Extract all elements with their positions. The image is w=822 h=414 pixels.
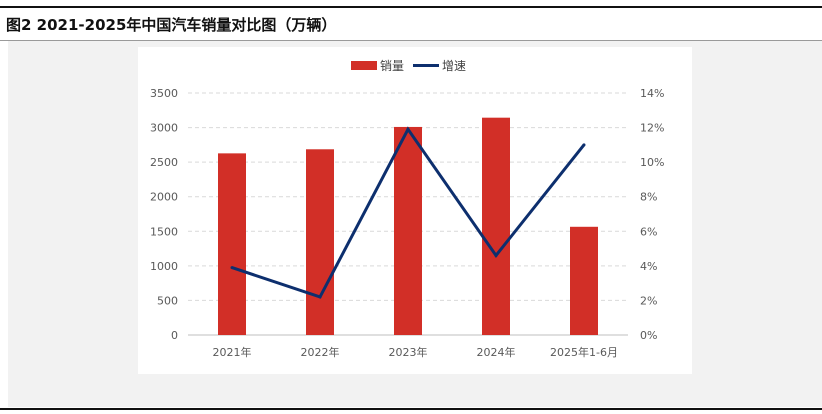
y-left-tick-label: 1000: [150, 260, 178, 273]
legend-swatch-sales: [351, 61, 377, 70]
sales-bar: [218, 153, 246, 335]
growth-point: [582, 143, 586, 147]
y-right-tick-label: 2%: [640, 294, 657, 307]
sales-bar: [482, 117, 510, 336]
y-left-tick-label: 500: [157, 294, 178, 307]
growth-point: [406, 127, 410, 131]
y-right-tick-label: 0%: [640, 329, 657, 342]
x-tick-label: 2025年1-6月: [550, 345, 618, 359]
y-left-tick-label: 2500: [150, 156, 178, 169]
x-tick-label: 2023年: [389, 345, 428, 359]
y-left-tick-label: 3000: [150, 122, 178, 135]
y-right-tick-label: 10%: [640, 156, 664, 169]
top-rule: [0, 6, 822, 8]
y-left-tick-label: 0: [171, 329, 178, 342]
x-tick-label: 2022年: [301, 345, 340, 359]
x-tick-label: 2021年: [213, 345, 252, 359]
bottom-rule: [0, 408, 822, 410]
y-left-tick-label: 2000: [150, 191, 178, 204]
sales-bar: [306, 149, 334, 335]
sales-bar: [570, 226, 598, 335]
sales-bar: [394, 126, 422, 335]
legend-label-sales: 销量: [380, 59, 404, 73]
growth-point: [318, 295, 322, 299]
x-tick-label: 2024年: [477, 345, 516, 359]
y-left-tick-label: 1500: [150, 225, 178, 238]
y-right-tick-label: 14%: [640, 87, 664, 100]
y-right-tick-label: 8%: [640, 191, 657, 204]
figure-title: 图2 2021-2025年中国汽车销量对比图（万辆）: [6, 16, 337, 34]
legend-label-growth: 增速: [442, 59, 466, 73]
y-left-tick-label: 3500: [150, 87, 178, 100]
y-right-tick-label: 12%: [640, 122, 664, 135]
y-right-tick-label: 4%: [640, 260, 657, 273]
title-divider: [0, 40, 822, 41]
growth-point: [494, 253, 498, 257]
growth-point: [230, 266, 234, 270]
y-right-tick-label: 6%: [640, 225, 657, 238]
